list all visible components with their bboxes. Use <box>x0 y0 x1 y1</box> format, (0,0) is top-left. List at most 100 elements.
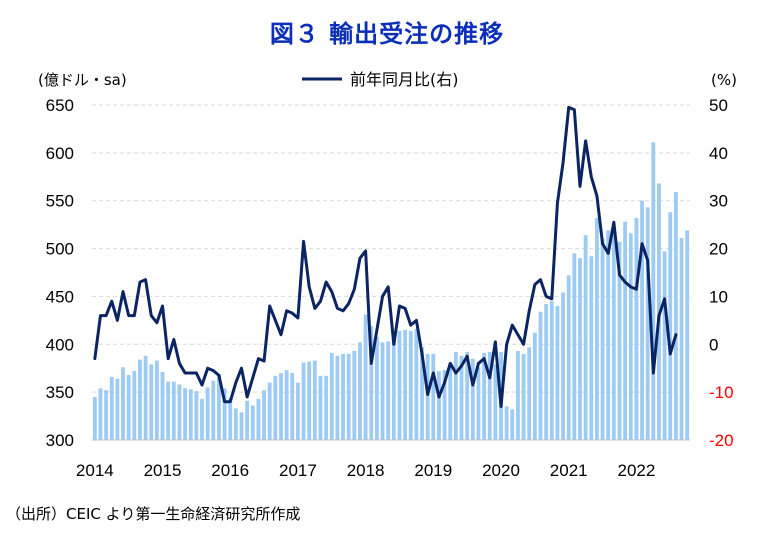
bar <box>532 332 537 440</box>
bar <box>470 358 475 440</box>
bar <box>611 230 616 440</box>
bar <box>628 233 633 440</box>
bar <box>448 363 453 440</box>
bar <box>651 142 656 441</box>
bar <box>397 330 402 440</box>
bar <box>245 400 250 440</box>
bar <box>578 258 582 440</box>
bar <box>188 389 193 440</box>
x-tick-label: 2017 <box>279 461 317 480</box>
bar <box>239 412 244 440</box>
x-tick-label: 2016 <box>211 461 249 480</box>
bar <box>307 361 312 440</box>
bar <box>346 353 351 440</box>
bar <box>154 360 159 440</box>
bar <box>92 396 97 440</box>
bar <box>194 391 199 440</box>
bar <box>594 217 599 440</box>
bar <box>104 390 109 440</box>
bar <box>98 388 103 440</box>
right-tick-label: 10 <box>709 287 728 306</box>
bar <box>504 406 509 440</box>
bar <box>121 367 125 440</box>
bar <box>109 376 114 440</box>
left-tick-label: 600 <box>46 144 74 163</box>
bar <box>177 384 182 440</box>
bar <box>301 362 306 440</box>
bar <box>600 239 605 440</box>
bar <box>279 373 283 440</box>
bar <box>358 342 362 440</box>
x-tick-label: 2019 <box>414 461 452 480</box>
x-tick-label: 2015 <box>144 461 182 480</box>
bar <box>205 387 210 440</box>
bar <box>617 241 622 440</box>
bar <box>566 275 571 440</box>
left-tick-label: 350 <box>46 383 74 402</box>
bar <box>572 253 577 440</box>
bar <box>521 353 526 440</box>
bar <box>222 388 227 440</box>
bar <box>516 350 520 440</box>
bar <box>369 326 374 440</box>
bar <box>408 330 413 440</box>
bar <box>312 360 317 440</box>
bar <box>662 251 667 440</box>
bar <box>335 355 340 440</box>
bar <box>284 370 289 440</box>
bar <box>341 353 345 440</box>
bar <box>561 292 565 440</box>
bar <box>679 238 684 440</box>
bar <box>233 408 238 440</box>
left-tick-label: 400 <box>46 335 74 354</box>
bar <box>126 374 131 440</box>
right-tick-label: -10 <box>709 383 734 402</box>
bar <box>645 207 650 440</box>
bar <box>459 355 464 440</box>
left-tick-label: 550 <box>46 192 74 211</box>
right-tick-label: 30 <box>709 192 728 211</box>
bar <box>425 353 430 440</box>
bar <box>453 351 458 440</box>
bar <box>583 235 588 440</box>
bar <box>420 347 424 440</box>
bar <box>465 351 470 440</box>
bar <box>250 405 255 440</box>
bar <box>589 256 594 440</box>
bar <box>555 306 560 440</box>
bar <box>143 355 148 440</box>
bar <box>267 382 272 440</box>
bar <box>442 370 447 440</box>
bar <box>606 230 611 440</box>
right-tick-label: 20 <box>709 240 728 259</box>
bar <box>160 372 165 440</box>
right-axis-unit: (%) <box>711 71 737 89</box>
right-tick-label: 0 <box>709 335 718 354</box>
bar <box>329 352 334 440</box>
bar <box>544 304 549 440</box>
bar <box>640 200 644 440</box>
left-axis-unit: (億ドル・sa) <box>38 71 127 89</box>
x-tick-label: 2020 <box>482 461 520 480</box>
legend: 前年同月比(右) <box>302 70 459 89</box>
line-layer <box>93 105 678 408</box>
left-tick-label: 650 <box>46 96 74 115</box>
bar <box>634 217 639 440</box>
chart-title: 図３ 輸出受注の推移 <box>269 20 505 48</box>
legend-label: 前年同月比(右) <box>350 70 459 89</box>
right-tick-label: 40 <box>709 144 728 163</box>
bars-layer <box>92 142 690 441</box>
bar <box>318 375 323 440</box>
bar <box>149 364 154 440</box>
bar <box>487 351 492 440</box>
bar <box>166 381 171 440</box>
grid-layer <box>92 104 690 393</box>
bar <box>211 380 216 440</box>
bar <box>538 311 543 440</box>
source-note: （出所）CEIC より第一生命経済研究所作成 <box>6 505 301 523</box>
right-tick-label: 50 <box>709 96 728 115</box>
bar <box>431 353 436 440</box>
bar <box>380 342 385 440</box>
bar <box>352 350 357 440</box>
bar <box>228 397 233 440</box>
